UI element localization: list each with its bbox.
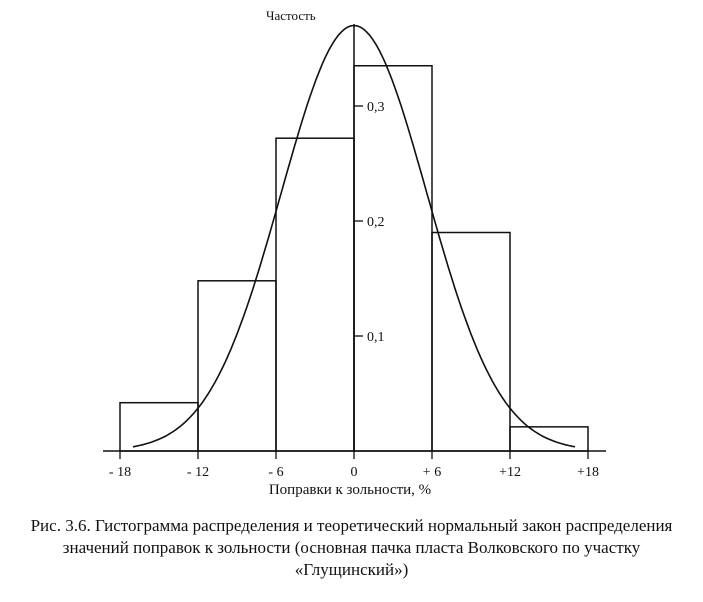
x-tick-label: - 18: [109, 465, 131, 480]
histogram-bar: [353, 65, 433, 452]
histogram-bar: [275, 137, 355, 452]
x-tick-label: - 6: [268, 465, 283, 480]
y-tick-label: 0,2: [367, 215, 385, 230]
y-tick-label: 0,3: [367, 100, 385, 115]
x-tick-label: + 6: [423, 465, 441, 480]
x-tick-label: 0: [351, 465, 358, 480]
y-axis-label: Частость: [266, 8, 316, 23]
y-tick-label: 0,1: [367, 330, 385, 345]
histogram-bar: [197, 280, 277, 452]
histogram-bar: [431, 231, 511, 452]
y-ticks: 0,1 0,2 0,3: [354, 100, 385, 345]
normal-curve: [132, 24, 576, 448]
x-tick-label: +12: [499, 465, 521, 480]
x-tick-label: +18: [577, 465, 599, 480]
axes: [103, 24, 606, 452]
x-ticks: - 18 - 12 - 6 0 + 6 +12 +18: [109, 451, 599, 480]
x-tick-label: - 12: [187, 465, 209, 480]
x-axis-label: Поправки к зольности, %: [269, 482, 431, 498]
histogram-bar: [119, 401, 199, 452]
figure-caption: Рис. 3.6. Гистограмма распределения и те…: [30, 516, 673, 579]
